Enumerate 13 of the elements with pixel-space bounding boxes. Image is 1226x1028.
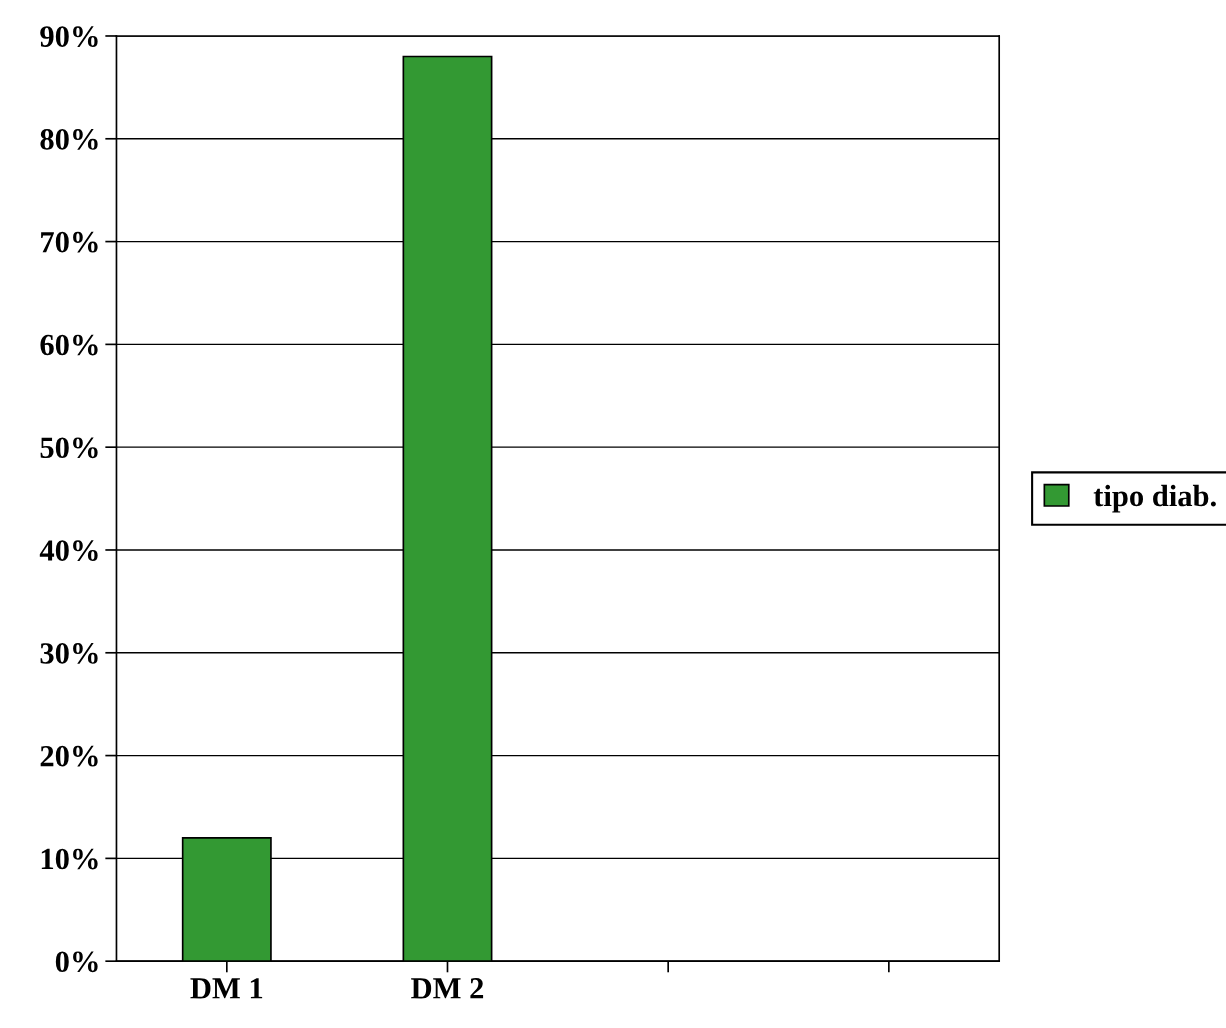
y-tick-label: 10% (41, 848, 98, 870)
y-tick-label: 20% (40, 745, 98, 767)
legend-label: tipo diab. (1093, 484, 1216, 513)
y-tick-label: 80% (40, 129, 98, 150)
y-tick-label: 0% (55, 951, 98, 973)
y-tick-label: 30% (40, 643, 98, 664)
x-tick-label: DM 1 (190, 978, 263, 999)
y-tick-label: 60% (40, 334, 98, 356)
y-tick-label: 70% (41, 231, 98, 253)
y-tick-label: 90% (40, 26, 98, 47)
y-tick-label: 50% (40, 437, 98, 459)
y-tick-label: 40% (39, 540, 98, 561)
x-tick-label: DM 2 (411, 978, 484, 999)
